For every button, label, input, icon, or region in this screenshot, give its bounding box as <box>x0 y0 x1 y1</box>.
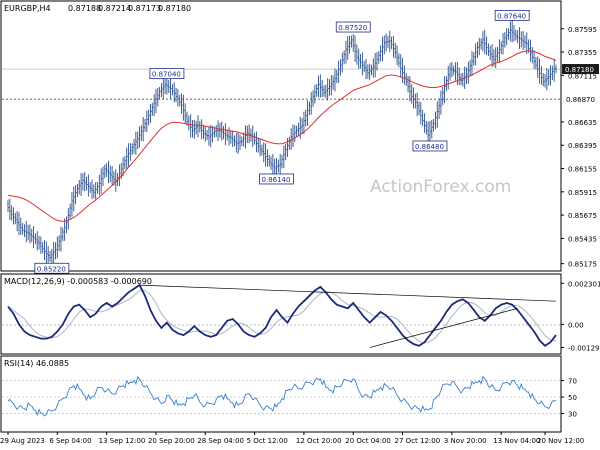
price-tick-label: 0.87355 <box>568 49 597 57</box>
time-tick-label: 28 Sep 04:00 <box>197 437 244 445</box>
time-tick-label: 13 Nov 04:00 <box>493 437 540 445</box>
price-tick-label: 0.85435 <box>568 235 597 243</box>
time-tick-label: 20 Sep 20:00 <box>148 437 195 445</box>
swing-label: 0.87520 <box>338 24 367 32</box>
support-level-box <box>562 94 599 105</box>
swing-label: 0.86140 <box>262 176 291 184</box>
price-reference-lines: 0.87180 0.86870 <box>2 64 599 105</box>
price-tick-label: 0.86155 <box>568 166 597 174</box>
time-tick-label: 12 Oct 20:00 <box>296 437 342 445</box>
price-tick-label: 0.87595 <box>568 26 597 34</box>
support-level-label: 0.86870 <box>566 96 595 104</box>
price-tick-label: 0.86395 <box>568 142 597 150</box>
ohlc-open: 0.87188 <box>68 4 101 13</box>
macd-panel-title: MACD(12,26,9) -0.000583 -0.000690 <box>4 277 152 286</box>
swing-label-box <box>335 21 371 33</box>
swing-label-box <box>494 9 530 21</box>
time-tick-label: 20 Oct 04:00 <box>345 437 391 445</box>
time-tick-label: 27 Oct 12:00 <box>395 437 441 445</box>
swing-label-box <box>34 262 70 274</box>
time-tick-label: 6 Sep 04:00 <box>49 437 91 445</box>
time-tick-label: 29 Aug 2023 <box>0 437 45 445</box>
price-axis: 0.87595 0.87355 0.87115 0.86635 0.86395 0.861… <box>561 26 597 269</box>
rsi-axis: 70 50 30 <box>2 378 577 419</box>
macd-panel: MACD(12,26,9) -0.000583 -0.000690 0.0023… <box>0 273 600 355</box>
price-panel-title: EURGBP,H4 <box>4 4 51 13</box>
rsi-tick-label: 70 <box>568 378 577 386</box>
price-tick-label: 0.86635 <box>568 119 597 127</box>
rsi-tick-label: 50 <box>568 394 577 402</box>
rsi-line <box>7 375 557 417</box>
last-price-box <box>562 64 599 75</box>
macd-trend-lines <box>139 284 557 348</box>
macd-tick-label: -0.001295 <box>568 344 600 352</box>
ohlc-close: 0.87180 <box>158 4 191 13</box>
rsi-tick-label: 30 <box>568 411 577 419</box>
swing-label-box <box>412 140 448 152</box>
macd-axis: 0.002301 0.00 -0.001295 <box>561 280 600 352</box>
macd-line <box>7 283 557 347</box>
ohlc-high: 0.87214 <box>98 4 131 13</box>
time-tick-label: 20 Nov 12:00 <box>537 437 584 445</box>
price-tick-label: 0.85175 <box>568 261 597 269</box>
price-panel-frame <box>0 0 562 272</box>
macd-trend-line <box>139 284 557 302</box>
swing-labels: 0.85220 0.87040 0.86140 0.87520 0.86480 0.876… <box>34 9 530 274</box>
price-tick-label: 0.87115 <box>568 72 597 80</box>
rsi-panel-title: RSI(14) 46.0885 <box>4 359 69 368</box>
ohlc-low: 0.87173 <box>128 4 161 13</box>
price-tick-label: 0.85915 <box>568 189 597 197</box>
time-axis: 29 Aug 2023 6 Sep 04:00 13 Sep 12:00 20 Sep… <box>0 431 584 445</box>
price-panel: EURGBP,H4 0.87188 0.87214 0.87173 0.8718… <box>0 0 599 274</box>
macd-trend-line <box>369 307 518 348</box>
swing-label: 0.85220 <box>37 265 66 273</box>
time-tick-label: 5 Oct 12:00 <box>247 437 288 445</box>
moving-average-line <box>7 50 557 222</box>
watermark: ActionForex.com <box>370 177 511 197</box>
macd-tick-label: 0.00 <box>568 321 584 329</box>
swing-label-box <box>259 173 294 185</box>
last-price-label: 0.87180 <box>565 66 594 74</box>
price-tick-label: 0.85675 <box>568 212 597 220</box>
price-bars <box>7 20 557 265</box>
swing-label-box <box>149 68 185 80</box>
macd-tick-label: 0.002301 <box>568 280 600 288</box>
swing-label: 0.87040 <box>152 71 181 79</box>
swing-label: 0.87640 <box>497 12 526 20</box>
time-tick-label: 13 Sep 12:00 <box>99 437 146 445</box>
macd-panel-frame <box>0 273 562 355</box>
swing-label: 0.86480 <box>415 143 444 151</box>
time-tick-label: 3 Nov 20:00 <box>444 437 487 445</box>
